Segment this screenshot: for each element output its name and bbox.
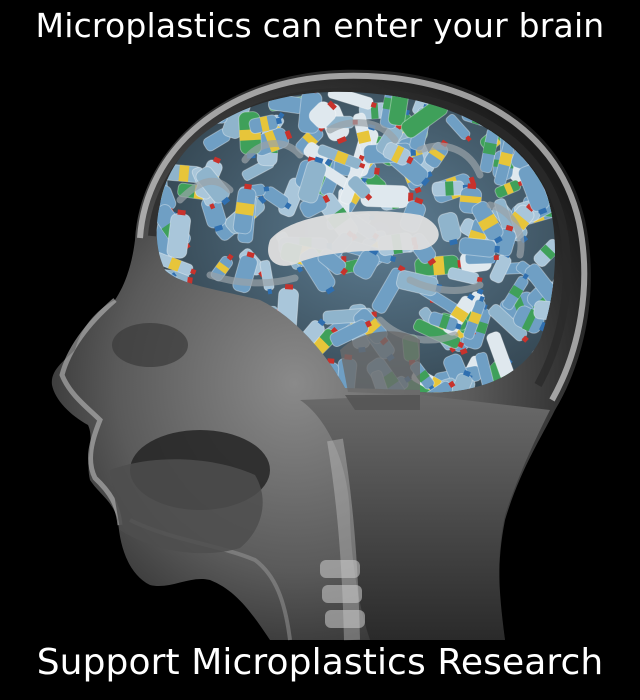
plastic-bottle: [156, 98, 173, 154]
plastic-bottle: [327, 91, 377, 110]
plastic-bottle: [428, 311, 462, 332]
plastic-bottle: [494, 179, 524, 199]
plastic-bottle: [431, 180, 469, 197]
plastic-bottle: [471, 200, 504, 244]
plastic-bottle: [502, 273, 529, 311]
plastic-bottle: [463, 295, 486, 340]
plastic-bottle: [156, 91, 170, 121]
plastic-bottle: [382, 141, 414, 166]
plastic-bottle: [488, 303, 529, 343]
plastic-bottle: [445, 113, 472, 142]
plastic-bottle: [447, 267, 483, 285]
top-caption: Microplastics can enter your brain: [35, 6, 605, 45]
plastic-bottle: [412, 318, 465, 350]
neck: [300, 395, 550, 640]
plastic-bottle: [297, 156, 327, 204]
plastic-bottle: [316, 144, 366, 170]
plastic-bottle: [407, 380, 456, 393]
plastic-bottle: [308, 100, 337, 129]
plastic-bottle: [458, 237, 500, 258]
bottom-caption: Support Microplastics Research: [36, 642, 604, 683]
plastic-bottle: [533, 237, 556, 268]
plastic-bottle: [248, 114, 282, 134]
plastic-bottle: [156, 252, 197, 276]
plastic-bottle: [443, 369, 473, 393]
plastic-bottle: [517, 164, 550, 215]
plastic-bottle: [232, 183, 257, 235]
plastic-bottle: [166, 209, 192, 259]
plastic-bottle: [347, 175, 373, 201]
plastic-bottle: [329, 319, 372, 348]
plastic-bottle: [195, 166, 231, 206]
plastic-bottle: [437, 211, 462, 246]
